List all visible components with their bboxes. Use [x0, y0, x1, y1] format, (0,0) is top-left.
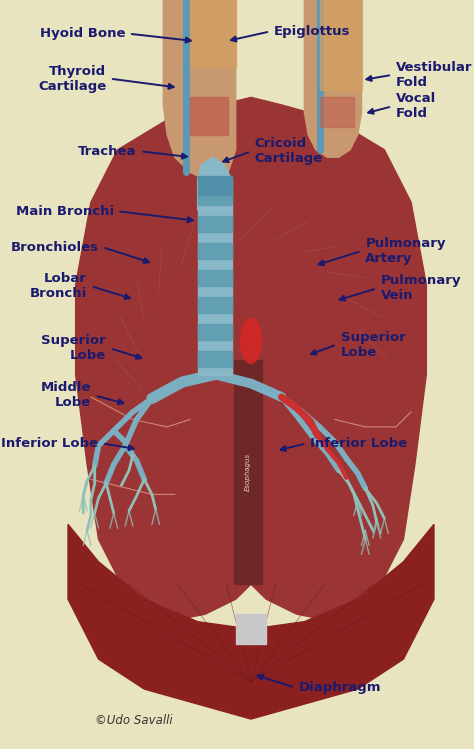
Bar	[198, 180, 232, 374]
Polygon shape	[319, 0, 362, 90]
Text: Epiglottus: Epiglottus	[274, 25, 350, 38]
Text: Main Bronchi: Main Bronchi	[16, 204, 114, 218]
Bar	[198, 216, 232, 232]
Bar	[234, 360, 263, 584]
Polygon shape	[304, 0, 362, 157]
Text: Pulmonary
Vein: Pulmonary Vein	[381, 274, 461, 303]
Text: Trachea: Trachea	[78, 145, 137, 158]
Bar	[198, 297, 232, 313]
Polygon shape	[164, 0, 236, 180]
Polygon shape	[76, 97, 426, 622]
Bar	[198, 243, 232, 259]
Bar	[198, 351, 232, 367]
Text: Bronchioles: Bronchioles	[10, 240, 99, 254]
Text: Lobar
Bronchi: Lobar Bronchi	[30, 272, 87, 300]
Text: Middle
Lobe: Middle Lobe	[40, 381, 91, 410]
Bar	[198, 189, 232, 205]
Text: Diaphragm: Diaphragm	[299, 681, 381, 694]
Polygon shape	[236, 614, 266, 644]
Polygon shape	[319, 97, 354, 127]
Polygon shape	[190, 97, 228, 135]
Text: ©Udo Savalli: ©Udo Savalli	[95, 714, 173, 727]
Polygon shape	[198, 157, 232, 210]
Text: Superior
Lobe: Superior Lobe	[41, 334, 106, 363]
Polygon shape	[190, 0, 236, 67]
Text: Superior
Lobe: Superior Lobe	[340, 330, 405, 359]
Text: Cricoid
Cartilage: Cricoid Cartilage	[255, 137, 323, 166]
Bar	[198, 324, 232, 340]
Text: Thyroid
Cartilage: Thyroid Cartilage	[38, 64, 106, 93]
Text: Hyoid Bone: Hyoid Bone	[40, 27, 125, 40]
Polygon shape	[68, 524, 434, 719]
Text: Vestibular
Fold: Vestibular Fold	[396, 61, 472, 89]
Text: Pulmonary
Artery: Pulmonary Artery	[365, 237, 446, 265]
Text: Inferior Lobe: Inferior Lobe	[1, 437, 99, 450]
Bar	[198, 176, 232, 195]
Text: Esophagus: Esophagus	[245, 453, 251, 491]
Bar	[198, 270, 232, 286]
Text: Vocal
Fold: Vocal Fold	[396, 92, 436, 121]
Text: Inferior Lobe: Inferior Lobe	[310, 437, 407, 450]
Ellipse shape	[240, 318, 262, 363]
